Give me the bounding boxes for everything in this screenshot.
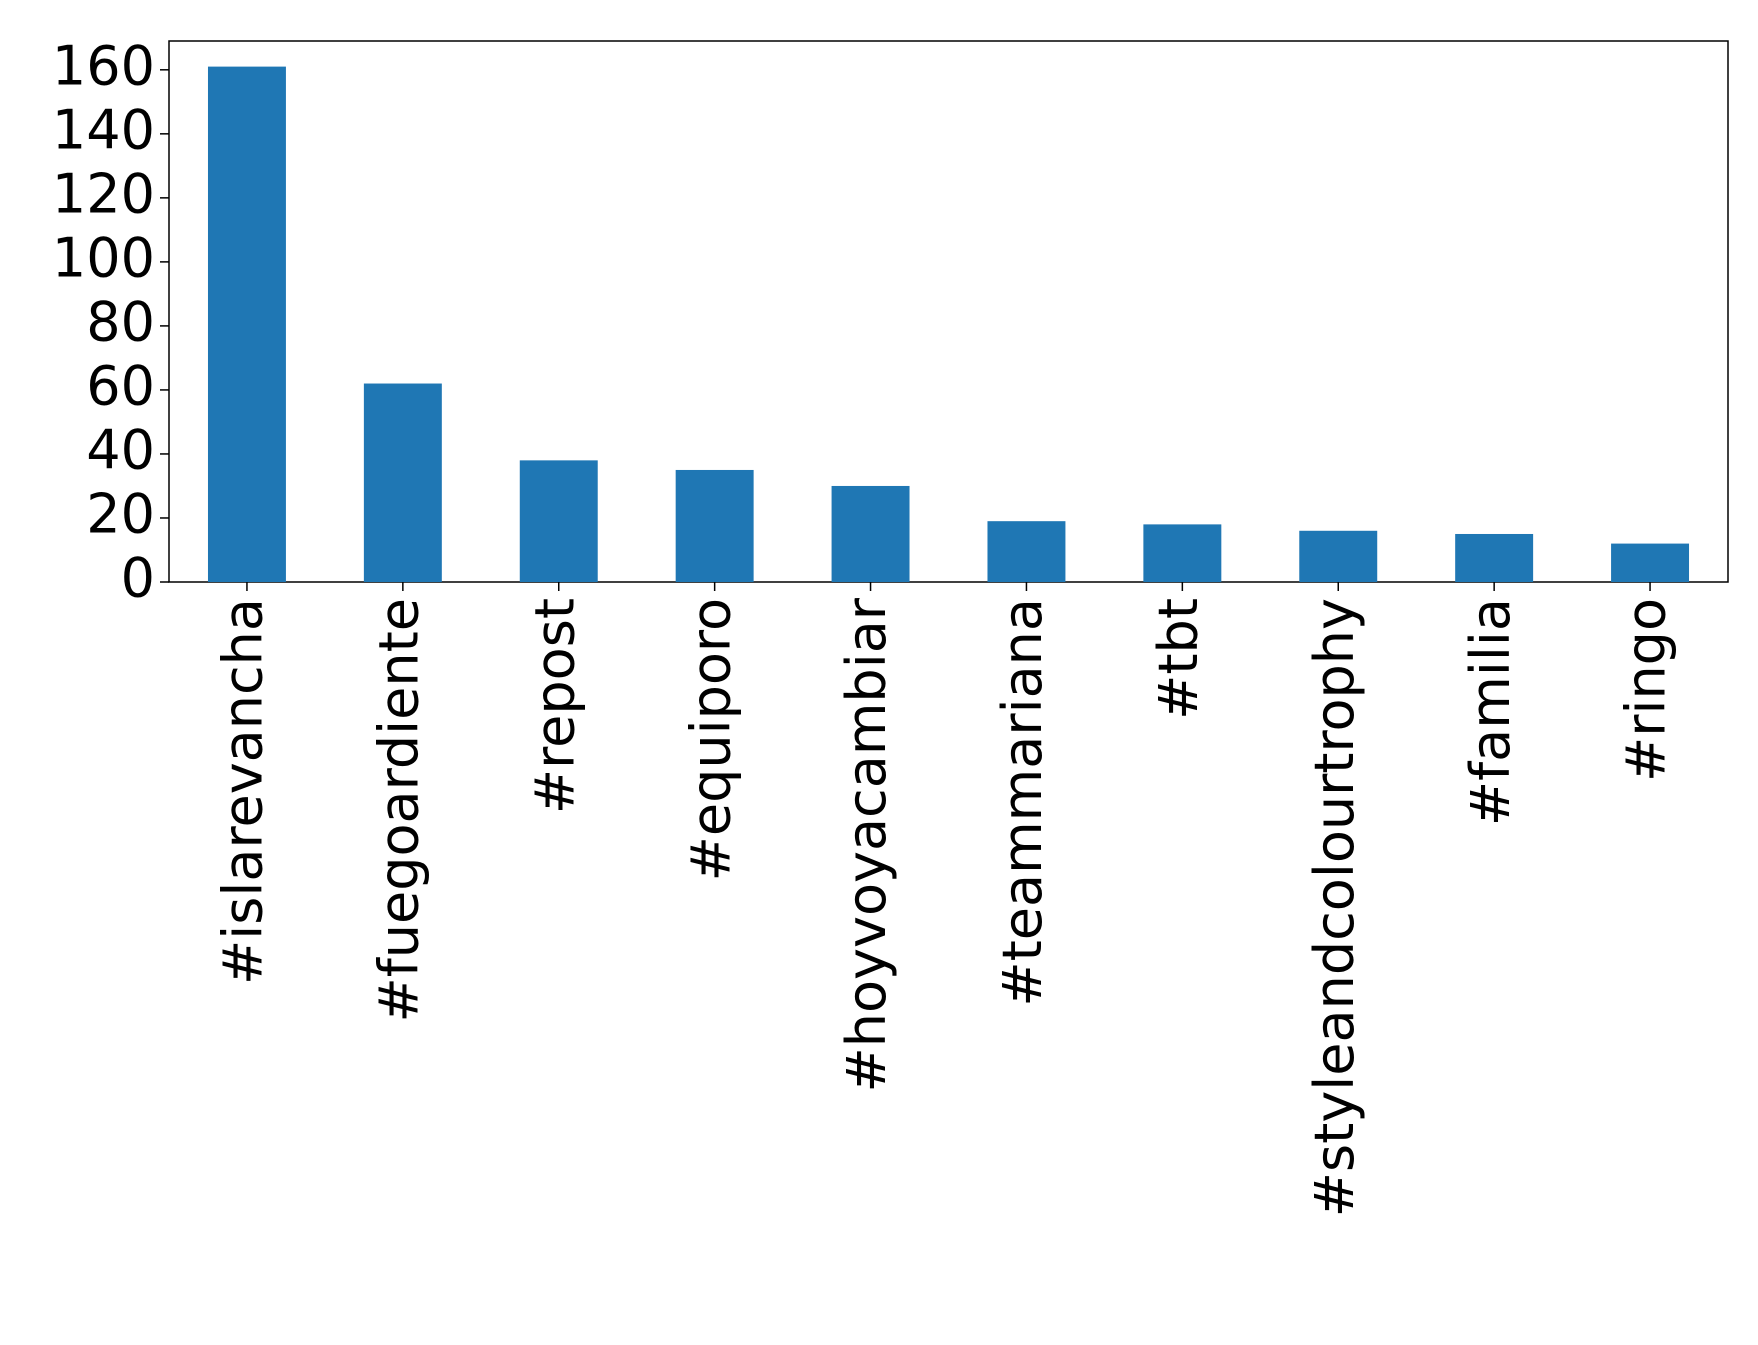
- x-tick-label: #tbt: [1147, 598, 1210, 720]
- y-tick-label: 80: [86, 291, 155, 354]
- y-tick-label: 140: [52, 98, 155, 161]
- bar: [1143, 524, 1222, 582]
- y-tick-label: 0: [121, 547, 155, 610]
- bar: [519, 460, 598, 582]
- bar: [675, 469, 754, 582]
- y-tick-label: 20: [86, 483, 155, 546]
- x-tick-label: #islarevancha: [212, 598, 275, 985]
- bar: [831, 485, 910, 582]
- y-tick-label: 60: [86, 355, 155, 418]
- y-tick-label: 40: [86, 419, 155, 482]
- bar: [1455, 533, 1534, 582]
- x-tick-label: #styleandcolourtrophy: [1303, 598, 1366, 1217]
- plot-frame: [168, 40, 1729, 583]
- x-tick-label: #hoyvoyacambiar: [835, 597, 898, 1092]
- bar: [1611, 543, 1690, 582]
- x-tick-label: #ringo: [1615, 598, 1678, 782]
- y-tick-label: 160: [52, 34, 155, 97]
- x-tick-label: #teammariana: [991, 598, 1054, 1007]
- x-tick-label: #familia: [1459, 598, 1522, 826]
- x-tick-label: #repost: [523, 598, 586, 814]
- x-tick-label: #fuegoardiente: [367, 598, 430, 1023]
- y-tick-label: 120: [52, 162, 155, 225]
- y-tick-label: 100: [52, 227, 155, 290]
- bar: [1299, 530, 1378, 582]
- bar: [363, 383, 442, 582]
- bar: [207, 66, 286, 582]
- x-tick-label: #equiporo: [679, 598, 742, 881]
- bar: [987, 521, 1066, 582]
